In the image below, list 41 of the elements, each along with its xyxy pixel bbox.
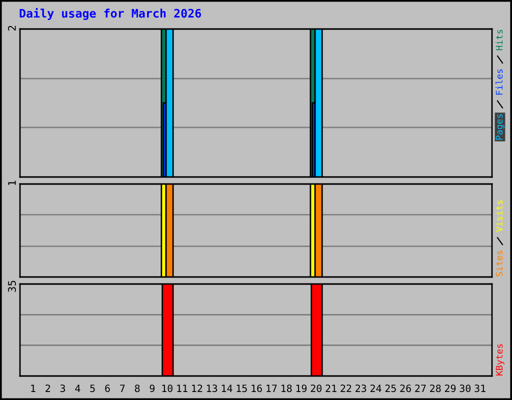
x-tick-label: 2 — [46, 384, 50, 392]
y-tick-label: 35 — [8, 280, 16, 292]
x-tick-label: 23 — [356, 384, 366, 392]
x-tick-label: 9 — [150, 384, 155, 392]
x-tick-label: 17 — [266, 384, 277, 392]
x-tick-label: 13 — [206, 384, 218, 392]
x-tick-label: 22 — [340, 384, 352, 392]
legend-label: Files — [496, 69, 503, 95]
x-tick-label: 26 — [400, 384, 411, 392]
text: KBytes — [496, 344, 504, 376]
chart-title: Daily usage for March 2026 — [20, 8, 201, 20]
text: Hits — [496, 30, 503, 50]
x-tick-label: 14 — [222, 384, 232, 392]
y-tick-label: 1 — [8, 180, 16, 186]
x-tick-label: 30 — [460, 384, 471, 392]
x-tick-label: 20 — [310, 384, 322, 392]
x-tick-label: 16 — [252, 384, 262, 392]
x-tick-label: 5 — [90, 384, 95, 392]
text: Visits — [496, 200, 503, 232]
x-tick-label: 1 — [31, 384, 36, 392]
x-tick-label: 4 — [75, 384, 80, 392]
x-tick-label: 29 — [444, 384, 456, 392]
x-tick-label: 10 — [162, 384, 172, 392]
legend-label: Sites — [496, 250, 503, 276]
x-tick-label: 15 — [236, 384, 247, 392]
x-tick-label: 19 — [296, 384, 307, 392]
x-tick-label: 6 — [105, 384, 110, 392]
x-tick-label: 7 — [120, 384, 125, 392]
y-tick-label: 2 — [8, 26, 16, 31]
x-tick-label: 27 — [415, 384, 426, 392]
x-tick-label: 21 — [326, 384, 336, 392]
x-tick-label: 3 — [60, 384, 66, 392]
legend-label: Pages — [496, 114, 504, 140]
x-tick-label: 12 — [192, 384, 202, 392]
x-tick-label: 24 — [370, 384, 382, 392]
x-tick-label: 11 — [177, 384, 188, 392]
x-tick-label: 25 — [385, 384, 396, 392]
x-tick-label: 18 — [282, 384, 292, 392]
x-tick-label: 8 — [134, 384, 140, 392]
x-tick-label: 28 — [430, 384, 441, 392]
x-tick-label: 31 — [474, 384, 486, 392]
